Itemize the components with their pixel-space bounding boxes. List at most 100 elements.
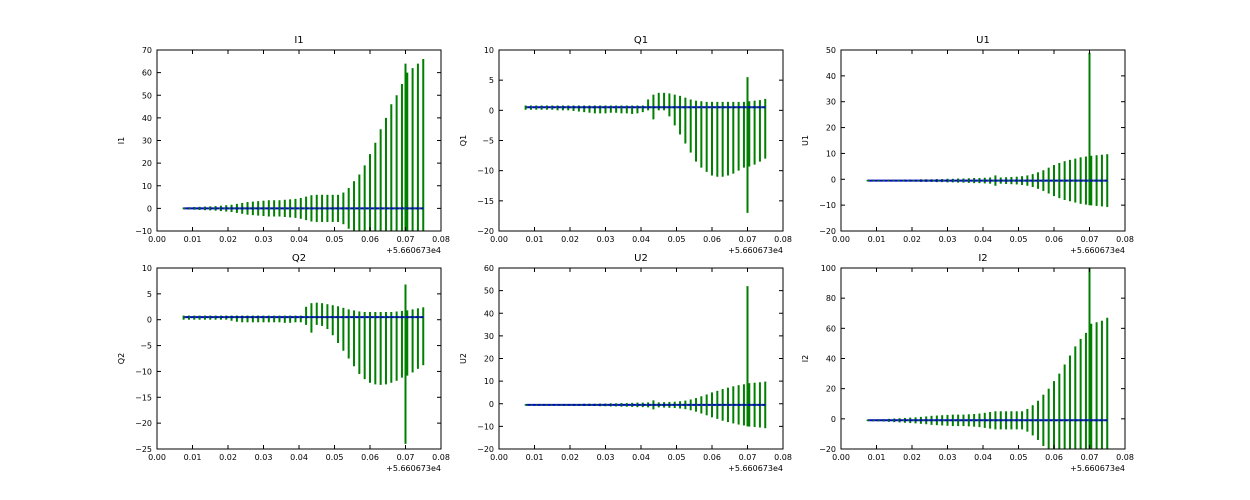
x-tick-label: 0.02 [903, 453, 921, 462]
subplot-u2: 0.00 0.01 0.02 0.03 0.04 0.05 0.06 0.07 0.08 −20 −… [459, 253, 792, 473]
x-tick-label: 0.01 [184, 235, 202, 244]
x-offset-label: +5.660673e4 [728, 246, 783, 255]
y-tick-label: 0 [831, 175, 836, 184]
y-tick-label: 20 [826, 385, 836, 394]
x-tick-label: 0.05 [668, 453, 686, 462]
axes-frame [498, 267, 784, 450]
x-tick-label: 0.03 [597, 235, 615, 244]
y-tick-label: 10 [826, 149, 836, 158]
x-tick-label: 0.02 [219, 453, 237, 462]
x-tick-label: 0.03 [255, 453, 273, 462]
y-tick-label: 60 [142, 69, 152, 78]
y-tick-label: −15 [477, 197, 494, 206]
y-tick-label: 100 [821, 264, 836, 273]
y-tick-label: 5 [147, 290, 152, 299]
y-tick-label: −20 [819, 227, 836, 236]
subplot-title: U1 [976, 35, 990, 46]
x-tick-label: 0.08 [432, 453, 450, 462]
y-tick-label: 40 [826, 355, 836, 364]
x-tick-label: 0.06 [361, 235, 379, 244]
y-tick-label: −10 [135, 367, 152, 376]
y-tick-label: 5 [489, 76, 494, 85]
y-tick-label: 80 [826, 294, 836, 303]
subplot-q2: 0.00 0.01 0.02 0.03 0.04 0.05 0.06 0.07 0.08 −25 −… [117, 253, 450, 473]
x-tick-label: 0.02 [561, 235, 579, 244]
subplot-title: I1 [294, 35, 303, 46]
y-tick-label: 0 [489, 106, 494, 115]
x-tick-label: 0.05 [326, 453, 344, 462]
y-tick-label: −20 [477, 227, 494, 236]
x-offset-label: +5.660673e4 [1070, 464, 1125, 473]
y-tick-label: 10 [484, 46, 494, 55]
y-tick-label: −10 [819, 201, 836, 210]
x-tick-label: 0.07 [397, 235, 415, 244]
x-tick-label: 0.06 [361, 453, 379, 462]
subplot-u1: 0.00 0.01 0.02 0.03 0.04 0.05 0.06 0.07 0.08 −20 −… [801, 35, 1134, 255]
x-tick-label: 0.03 [939, 235, 957, 244]
x-offset-label: +5.660673e4 [386, 464, 441, 473]
y-tick-label: 0 [147, 316, 152, 325]
y-tick-label: 60 [826, 324, 836, 333]
axes-frame [156, 267, 442, 450]
x-tick-label: 0.08 [1116, 453, 1134, 462]
y-tick-label: −20 [819, 445, 836, 454]
x-tick-label: 0.05 [668, 235, 686, 244]
y-tick-label: 20 [142, 159, 152, 168]
plot-data [182, 284, 425, 444]
x-tick-label: 0.00 [490, 453, 508, 462]
x-tick-label: 0.07 [739, 453, 757, 462]
x-tick-label: 0.06 [1045, 453, 1063, 462]
y-tick-label: −15 [135, 393, 152, 402]
x-offset-label: +5.660673e4 [386, 246, 441, 255]
y-tick-label: 10 [142, 264, 152, 273]
x-tick-label: 0.03 [939, 453, 957, 462]
plot-data [866, 268, 1109, 449]
x-tick-label: 0.00 [148, 453, 166, 462]
y-tick-label: −20 [135, 419, 152, 428]
y-tick-label: 10 [142, 182, 152, 191]
x-tick-label: 0.07 [1081, 235, 1099, 244]
x-tick-label: 0.06 [703, 235, 721, 244]
x-offset-label: +5.660673e4 [1070, 246, 1125, 255]
x-tick-label: 0.01 [184, 453, 202, 462]
y-tick-label: 30 [142, 137, 152, 146]
x-tick-label: 0.04 [632, 453, 650, 462]
y-tick-label: −5 [140, 342, 152, 351]
y-tick-label: 50 [142, 91, 152, 100]
plot-data [182, 59, 425, 231]
y-tick-label: 10 [484, 377, 494, 386]
subplot-i1: 0.00 0.01 0.02 0.03 0.04 0.05 0.06 0.07 0.08 −10 0… [117, 35, 450, 255]
subplot-title: I2 [978, 253, 987, 264]
x-tick-label: 0.07 [397, 453, 415, 462]
x-tick-label: 0.01 [868, 453, 886, 462]
x-tick-label: 0.08 [432, 235, 450, 244]
y-tick-label: −10 [477, 167, 494, 176]
x-tick-label: 0.00 [490, 235, 508, 244]
x-tick-label: 0.04 [974, 235, 992, 244]
subplot-i2: 0.00 0.01 0.02 0.03 0.04 0.05 0.06 0.07 0.08 −20 0… [801, 253, 1134, 473]
y-tick-label: 0 [147, 204, 152, 213]
x-tick-label: 0.01 [526, 235, 544, 244]
x-tick-label: 0.02 [561, 453, 579, 462]
y-tick-label: 0 [489, 400, 494, 409]
y-tick-label: 30 [484, 332, 494, 341]
y-tick-label: 70 [142, 46, 152, 55]
x-offset-label: +5.660673e4 [728, 464, 783, 473]
y-tick-label: 40 [142, 114, 152, 123]
y-tick-label: −10 [477, 422, 494, 431]
axes-frame [840, 267, 1126, 450]
y-tick-label: 50 [484, 287, 494, 296]
x-tick-label: 0.07 [1081, 453, 1099, 462]
x-tick-label: 0.01 [868, 235, 886, 244]
x-tick-label: 0.00 [832, 453, 850, 462]
x-tick-label: 0.06 [703, 453, 721, 462]
x-tick-label: 0.08 [774, 453, 792, 462]
x-tick-label: 0.04 [632, 235, 650, 244]
x-tick-label: 0.07 [739, 235, 757, 244]
x-tick-label: 0.05 [1010, 453, 1028, 462]
x-tick-label: 0.08 [774, 235, 792, 244]
plot-data [866, 52, 1109, 207]
y-tick-label: 50 [826, 46, 836, 55]
x-tick-label: 0.06 [1045, 235, 1063, 244]
x-tick-label: 0.04 [290, 235, 308, 244]
